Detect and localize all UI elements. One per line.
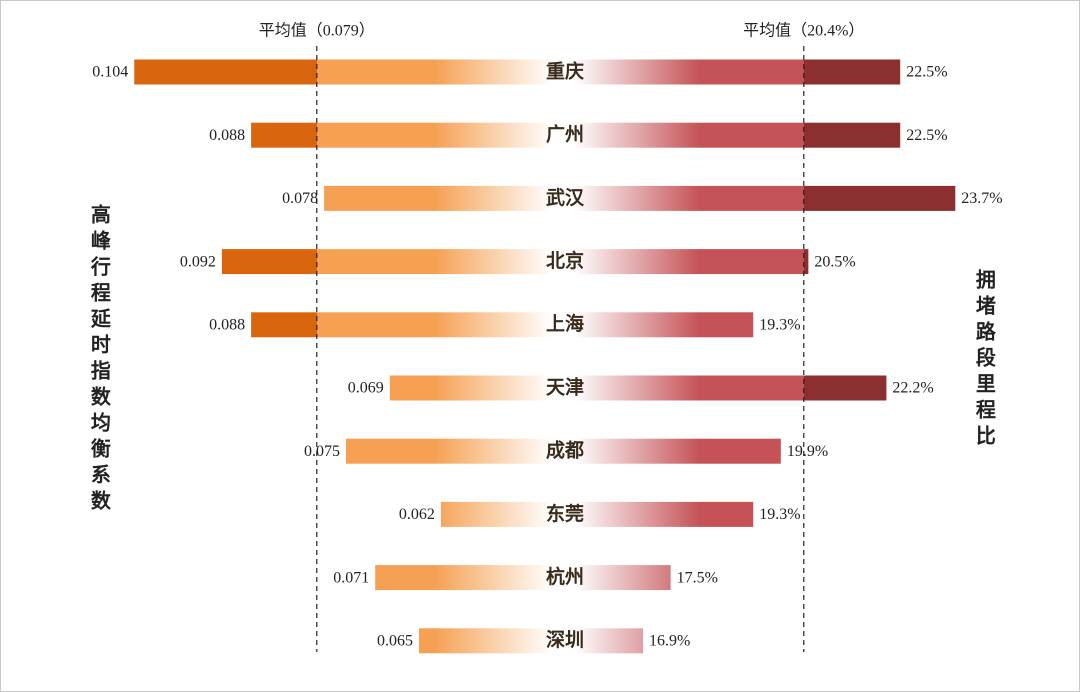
left-bar xyxy=(440,501,565,527)
left-value-label: 0.065 xyxy=(377,632,413,649)
right-value-label: 19.3% xyxy=(759,506,800,523)
left-value-label: 0.078 xyxy=(282,190,318,207)
right-bar xyxy=(565,185,956,211)
right-value-label: 20.5% xyxy=(814,253,855,270)
right-value-label: 19.3% xyxy=(759,316,800,333)
average-label: 平均值（0.079） xyxy=(259,22,375,40)
left-bar xyxy=(346,438,565,464)
right-bar xyxy=(565,501,754,527)
right-bar xyxy=(565,375,887,401)
left-value-label: 0.088 xyxy=(209,316,245,333)
right-value-label: 17.5% xyxy=(677,569,718,586)
left-value-label: 0.075 xyxy=(304,443,340,460)
average-label: 平均值（20.4%） xyxy=(743,22,864,40)
left-axis-title: 高峰行程延时指数均衡系数 xyxy=(87,203,111,516)
left-bar xyxy=(134,59,566,85)
right-bar xyxy=(565,628,644,654)
category-label: 东莞 xyxy=(546,502,584,525)
category-label: 北京 xyxy=(546,249,584,272)
right-bar xyxy=(565,249,809,275)
right-value-label: 16.9% xyxy=(649,632,690,649)
right-value-label: 22.5% xyxy=(906,64,947,81)
category-label: 杭州 xyxy=(546,565,584,588)
left-bar xyxy=(251,122,565,148)
right-bar xyxy=(565,438,781,464)
right-bar xyxy=(565,565,671,591)
left-value-label: 0.104 xyxy=(92,64,128,81)
right-bar xyxy=(565,122,901,148)
left-bar xyxy=(375,565,565,591)
category-label: 上海 xyxy=(546,312,584,335)
category-label: 重庆 xyxy=(546,59,584,82)
left-value-label: 0.071 xyxy=(333,569,369,586)
left-bar xyxy=(389,375,565,401)
category-label: 成都 xyxy=(546,439,584,462)
left-bar xyxy=(251,312,565,338)
right-value-label: 22.5% xyxy=(906,127,947,144)
right-value-label: 19.9% xyxy=(787,443,828,460)
left-value-label: 0.062 xyxy=(399,506,435,523)
left-bar xyxy=(324,185,565,211)
category-label: 广州 xyxy=(546,123,584,146)
right-bar xyxy=(565,312,754,338)
right-axis-title: 拥堵路段里程比 xyxy=(972,268,995,451)
category-label: 天津 xyxy=(546,375,584,398)
left-value-label: 0.088 xyxy=(209,127,245,144)
right-value-label: 23.7% xyxy=(961,190,1002,207)
left-bar xyxy=(419,628,565,654)
left-value-label: 0.069 xyxy=(348,380,384,397)
left-value-label: 0.092 xyxy=(180,253,216,270)
right-value-label: 22.2% xyxy=(892,380,933,397)
right-bar xyxy=(565,59,901,85)
category-label: 深圳 xyxy=(546,628,584,651)
category-label: 武汉 xyxy=(546,187,585,209)
left-bar xyxy=(221,249,565,275)
